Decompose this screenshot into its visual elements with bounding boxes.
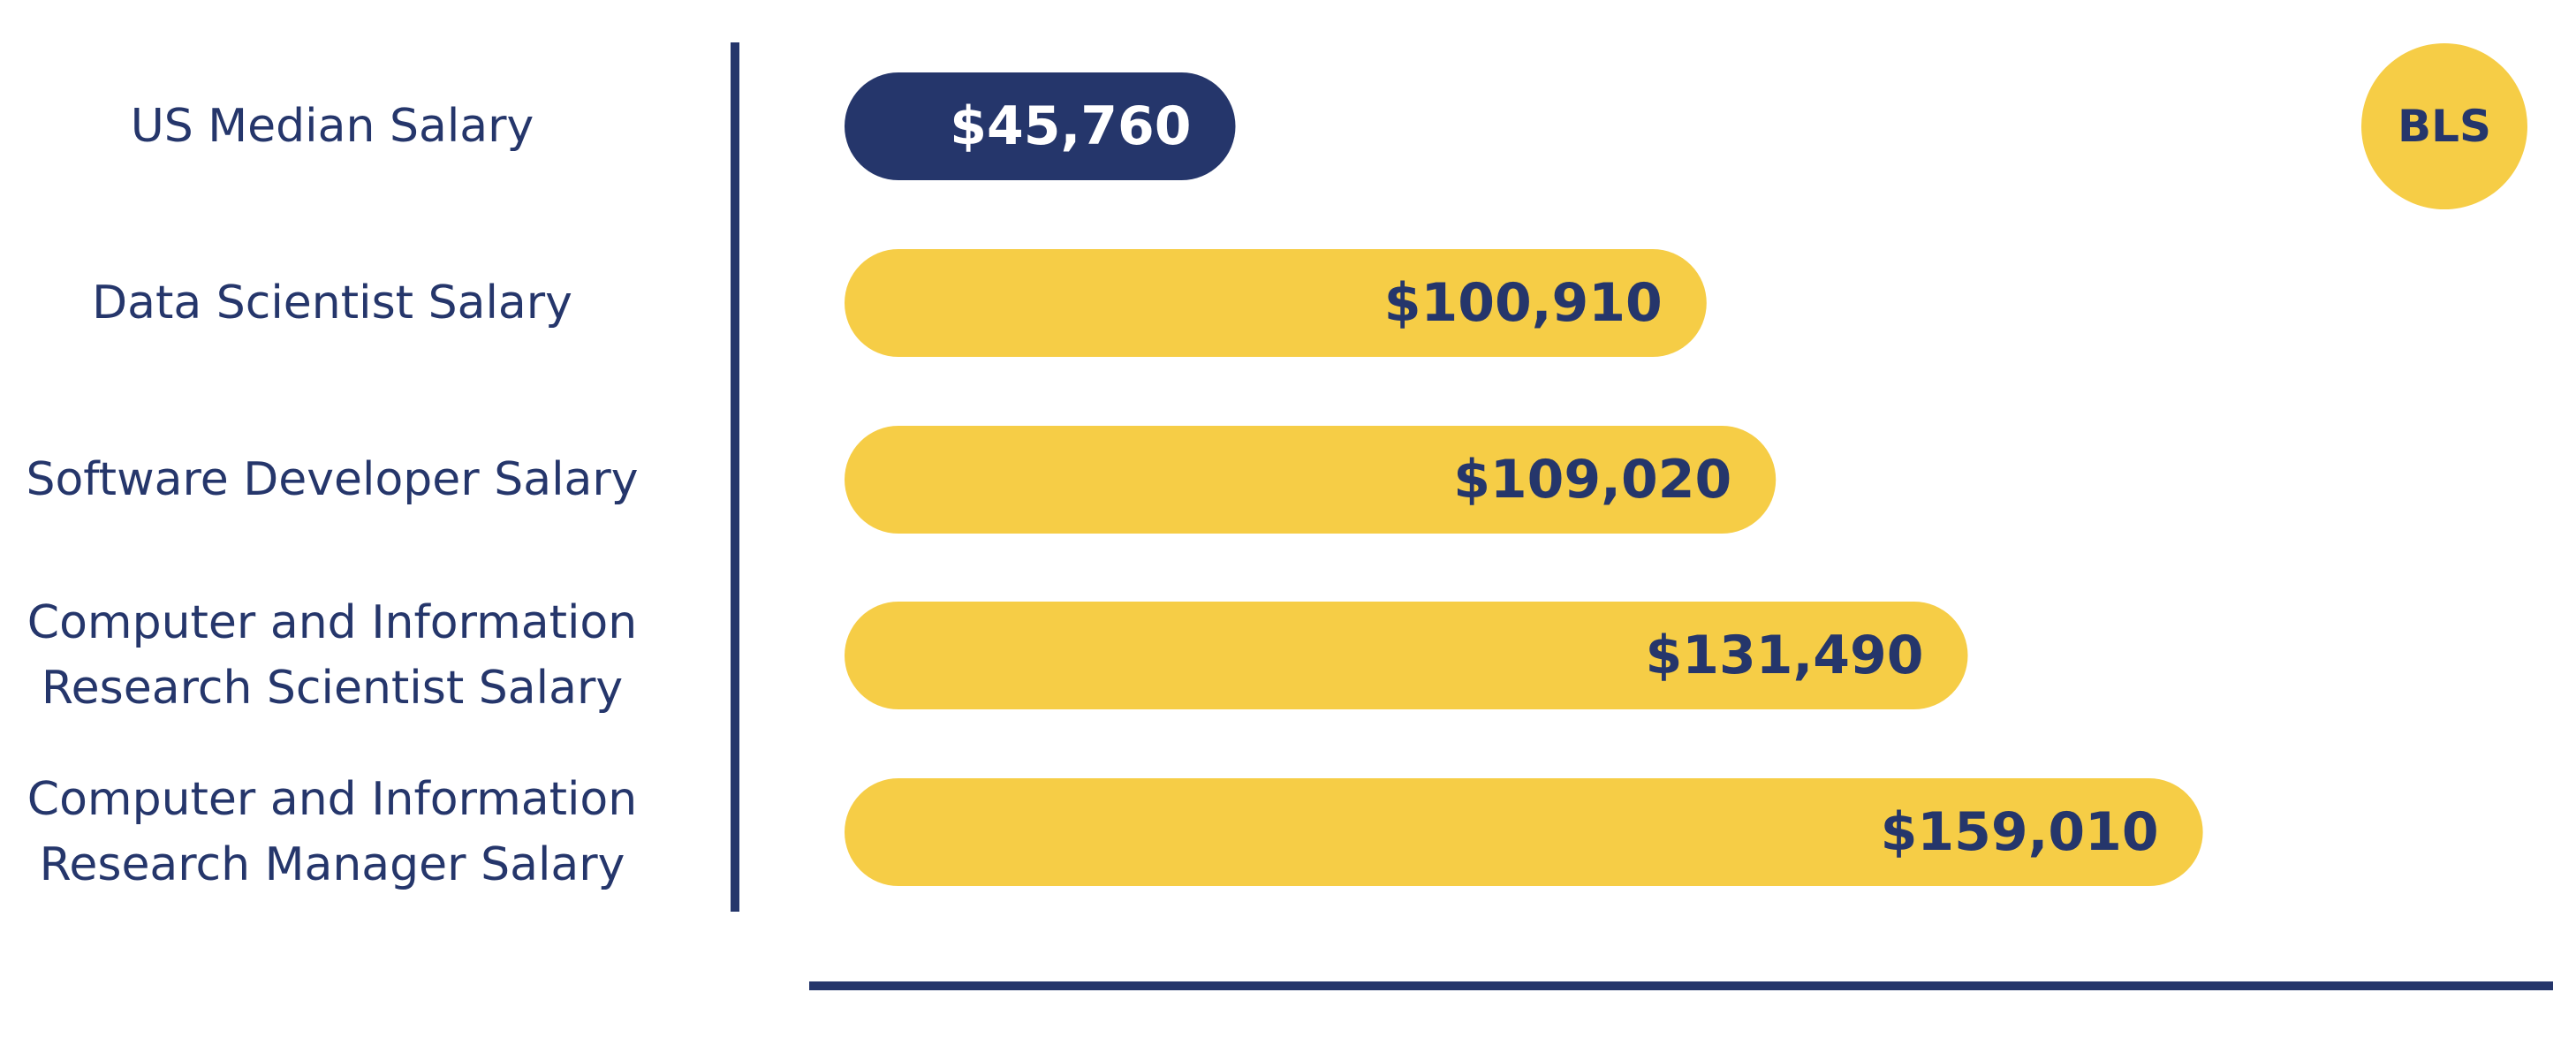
category-label-4-line-1: Research Manager Salary [40,838,625,891]
bar-4 [845,778,2203,886]
category-label-0: US Median Salary [131,100,534,153]
category-label-3-line-0: Computer and Information [27,596,637,649]
value-label-4: $159,010 [1881,801,2159,863]
bar-3 [845,602,1968,709]
category-label-4-line-0: Computer and Information [27,773,637,826]
category-label-2: Software Developer Salary [26,453,638,506]
value-label-1: $100,910 [1384,272,1663,334]
source-badge-circle [2361,43,2527,209]
bar-0 [845,72,1236,180]
value-label-2: $109,020 [1453,449,1731,511]
source-badge-label: BLS [2398,101,2491,152]
bar-1 [845,249,1707,357]
category-label-3-line-1: Research Scientist Salary [42,662,623,715]
category-label-1: Data Scientist Salary [92,277,572,330]
value-label-0: $45,760 [950,95,1191,157]
bar-2 [845,426,1777,534]
source-badge: BLS [2361,43,2527,209]
value-label-3: $131,490 [1645,625,1923,686]
